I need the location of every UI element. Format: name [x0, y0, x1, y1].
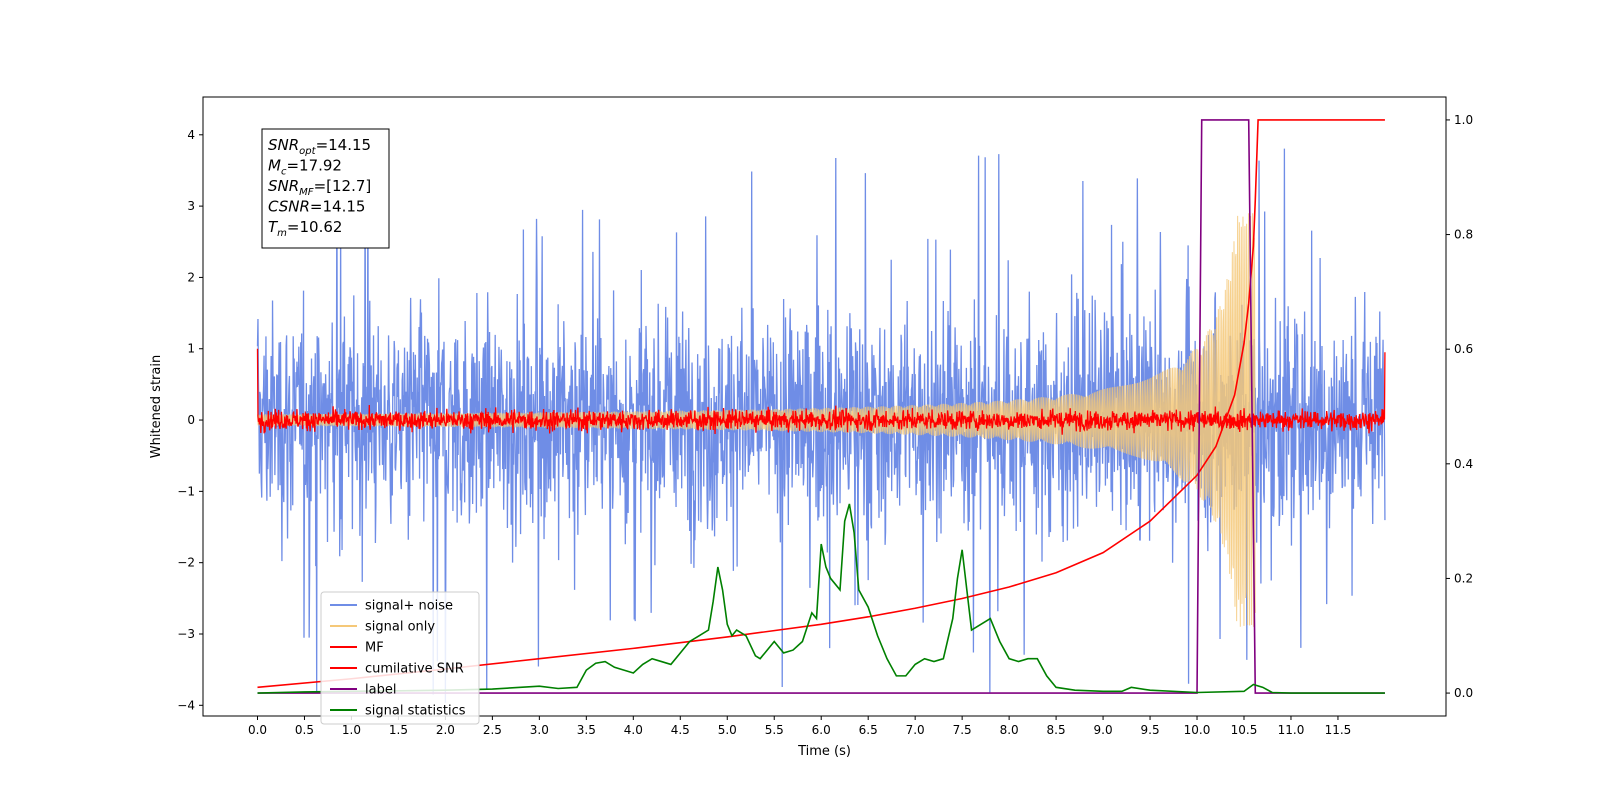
- x-tick-label: 7.0: [906, 723, 925, 737]
- x-tick-label: 9.0: [1094, 723, 1113, 737]
- x-tick-label: 5.5: [765, 723, 784, 737]
- annotation-line: SNRopt=14.15: [268, 136, 371, 157]
- parameter-annotation-box: SNRopt=14.15Mc=17.92SNRMF=[12.7]CSNR=14.…: [261, 128, 390, 249]
- y-axis-left-ticks: −4 −3 −2 −1 0 1 2 3 4: [177, 128, 203, 712]
- annotation-symbol: T: [268, 218, 279, 236]
- y-tick-label: 3: [187, 199, 195, 213]
- x-tick-label: 11.5: [1325, 723, 1352, 737]
- y-tick-label: −1: [177, 484, 195, 498]
- y-tick-label: 1: [187, 342, 195, 356]
- x-tick-label: 9.5: [1141, 723, 1160, 737]
- x-tick-label: 2.0: [436, 723, 455, 737]
- annotation-subscript: MF: [299, 187, 314, 198]
- y-right-tick-label: 0.6: [1454, 342, 1473, 356]
- y-tick-label: −4: [177, 698, 195, 712]
- x-tick-label: 1.0: [342, 723, 361, 737]
- x-tick-label: 7.5: [953, 723, 972, 737]
- y-axis-right-ticks: 0.0 0.2 0.4 0.6 0.8 1.0: [1446, 113, 1473, 700]
- annotation-value: =10.62: [287, 218, 343, 236]
- series-mf: [256, 348, 1386, 435]
- legend-entry: signal+ noise: [365, 599, 453, 614]
- x-tick-label: 0.0: [248, 723, 267, 737]
- x-tick-label: 10.0: [1184, 723, 1211, 737]
- y-tick-label: 0: [187, 413, 195, 427]
- legend-entry: signal only: [365, 620, 435, 635]
- y-tick-label: −3: [177, 627, 195, 641]
- annotation-subscript: opt: [299, 146, 316, 157]
- x-tick-label: 2.5: [483, 723, 502, 737]
- annotation-subscript: m: [277, 228, 287, 239]
- legend-entry: cumilative SNR: [365, 662, 464, 677]
- y-axis-label: Whitened strain: [149, 355, 164, 458]
- legend-frame: [320, 591, 480, 725]
- annotation-symbol: SNR: [268, 177, 299, 195]
- legend: signal+ noise signal only MF cumilative SNR…: [320, 591, 480, 725]
- annotation-value: =14.15: [310, 198, 366, 216]
- x-tick-label: 0.5: [295, 723, 314, 737]
- y-right-tick-label: 0.2: [1454, 571, 1473, 585]
- legend-entry: signal statistics: [365, 704, 466, 719]
- x-tick-label: 1.5: [389, 723, 408, 737]
- annotation-symbol: SNR: [268, 136, 299, 154]
- annotation-line: Tm=10.62: [268, 218, 342, 239]
- y-right-tick-label: 0.0: [1454, 686, 1473, 700]
- x-tick-label: 11.0: [1278, 723, 1305, 737]
- x-tick-label: 4.5: [671, 723, 690, 737]
- annotation-line: Mc=17.92: [268, 157, 342, 178]
- series-layer: [256, 119, 1386, 703]
- annotation-value: =17.92: [286, 157, 342, 175]
- y-tick-label: 4: [187, 128, 195, 142]
- series-signal-statistics: [257, 503, 1385, 694]
- x-tick-label: 5.0: [718, 723, 737, 737]
- y-right-tick-label: 0.8: [1454, 228, 1473, 242]
- x-axis-ticks: 0.0 0.5 1.0 1.5 2.0 2.5 3.0 3.5 4.0 4.5 5.0 5.5 6.0 6…: [248, 716, 1351, 737]
- legend-entry: MF: [365, 641, 384, 656]
- x-tick-label: 8.5: [1047, 723, 1066, 737]
- y-tick-label: 2: [187, 270, 195, 284]
- plot-frame: [202, 96, 1447, 717]
- x-tick-label: 3.0: [530, 723, 549, 737]
- annotation-frame: [261, 128, 390, 249]
- annotation-symbol: CSNR: [268, 198, 310, 216]
- annotation-symbol: M: [268, 157, 281, 175]
- x-tick-label: 6.0: [812, 723, 831, 737]
- y-right-tick-label: 0.4: [1454, 457, 1473, 471]
- annotation-subscript: c: [281, 167, 287, 178]
- x-tick-label: 3.5: [577, 723, 596, 737]
- annotation-value: =14.15: [316, 136, 372, 154]
- x-axis-label: Time (s): [797, 744, 851, 759]
- legend-entry: label: [365, 683, 396, 698]
- annotation-value: =[12.7]: [314, 177, 372, 195]
- x-tick-label: 8.0: [1000, 723, 1019, 737]
- y-tick-label: −2: [177, 556, 195, 570]
- annotation-line: CSNR=14.15: [268, 198, 365, 216]
- x-tick-label: 4.0: [624, 723, 643, 737]
- x-tick-label: 6.5: [859, 723, 878, 737]
- x-tick-label: 10.5: [1231, 723, 1258, 737]
- annotation-line: SNRMF=[12.7]: [268, 177, 371, 198]
- y-right-tick-label: 1.0: [1454, 113, 1473, 127]
